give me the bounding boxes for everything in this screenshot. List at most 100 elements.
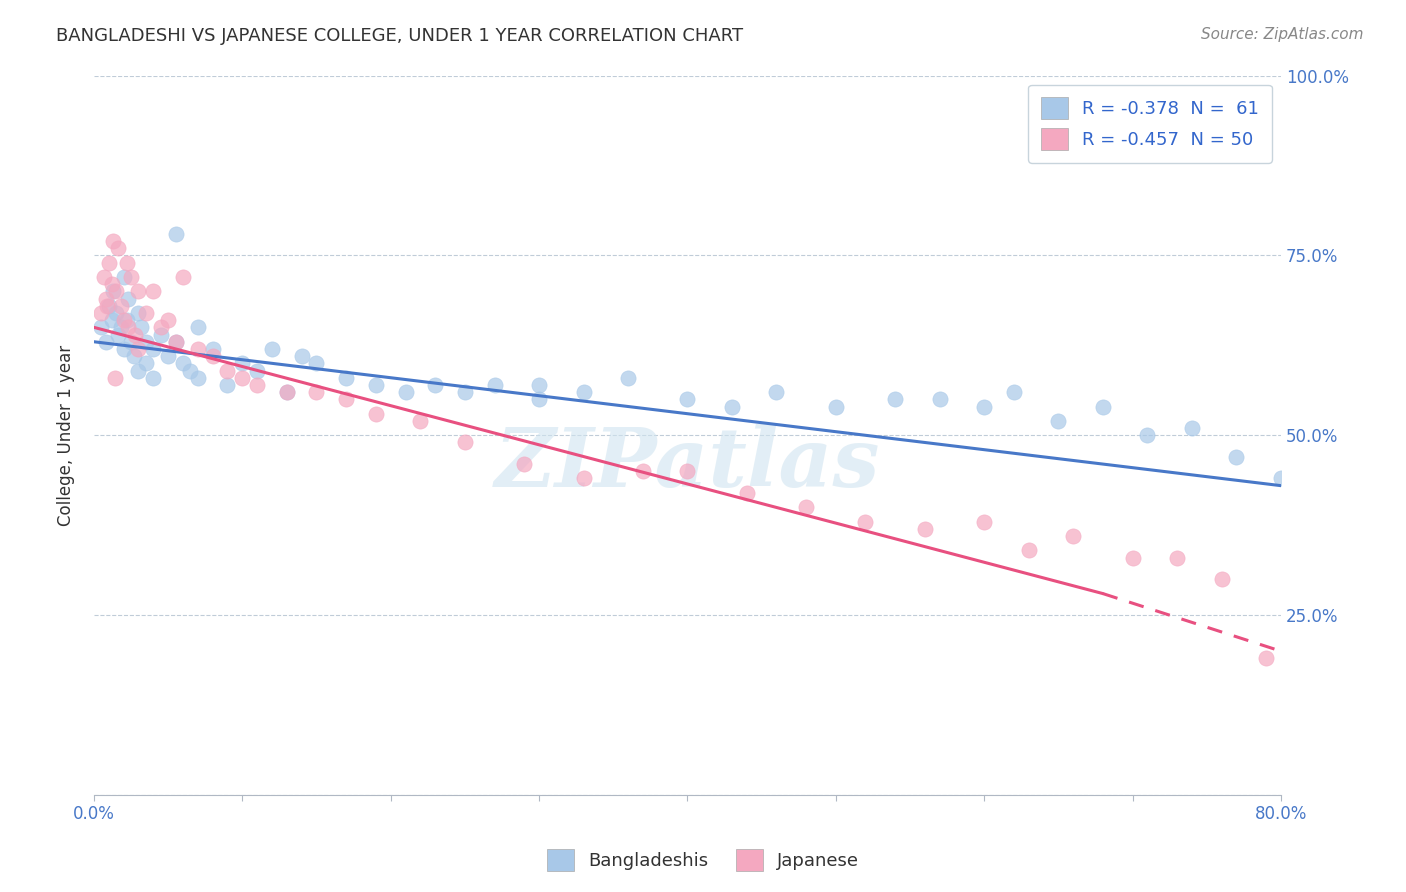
Point: [90, 320, 112, 334]
Text: ZIPatlas: ZIPatlas: [495, 424, 880, 504]
Point: [142, 285, 165, 299]
Point: [112, 313, 135, 327]
Point: [112, 270, 135, 285]
Point: [142, 370, 165, 384]
Point: [103, 234, 125, 248]
Point: [117, 320, 139, 334]
Point: [120, 334, 142, 349]
Point: [914, 522, 936, 536]
Point: [246, 363, 269, 377]
Point: [105, 306, 128, 320]
Point: [305, 385, 328, 400]
Point: [115, 313, 138, 327]
Point: [127, 306, 149, 320]
Point: [127, 363, 149, 377]
Point: [855, 515, 877, 529]
Point: [187, 370, 209, 384]
Point: [231, 356, 253, 370]
Point: [1256, 651, 1278, 665]
Point: [149, 320, 172, 334]
Point: [231, 370, 253, 384]
Point: [1225, 450, 1247, 464]
Point: [100, 313, 122, 327]
Point: [527, 392, 550, 407]
Point: [94, 334, 117, 349]
Point: [135, 334, 157, 349]
Point: [246, 378, 269, 392]
Point: [157, 349, 180, 363]
Point: [131, 320, 153, 334]
Point: [1002, 385, 1025, 400]
Point: [124, 327, 146, 342]
Point: [97, 299, 120, 313]
Point: [824, 400, 846, 414]
Point: [884, 392, 907, 407]
Point: [260, 342, 283, 356]
Point: [107, 327, 129, 342]
Point: [527, 378, 550, 392]
Point: [135, 356, 157, 370]
Point: [425, 378, 447, 392]
Point: [187, 320, 209, 334]
Point: [165, 227, 187, 241]
Point: [484, 378, 506, 392]
Point: [93, 270, 115, 285]
Point: [572, 385, 595, 400]
Point: [127, 342, 149, 356]
Point: [335, 392, 357, 407]
Point: [973, 515, 995, 529]
Point: [172, 356, 194, 370]
Point: [409, 414, 432, 428]
Point: [676, 392, 699, 407]
Point: [928, 392, 950, 407]
Point: [1181, 421, 1204, 435]
Point: [1062, 529, 1084, 543]
Point: [112, 342, 135, 356]
Point: [201, 342, 224, 356]
Point: [117, 292, 139, 306]
Point: [110, 320, 132, 334]
Point: [217, 363, 239, 377]
Point: [179, 363, 201, 377]
Point: [364, 407, 387, 421]
Point: [513, 457, 536, 471]
Point: [735, 486, 758, 500]
Point: [1122, 550, 1144, 565]
Point: [617, 370, 640, 384]
Point: [305, 356, 328, 370]
Point: [149, 327, 172, 342]
Point: [90, 306, 112, 320]
Point: [187, 342, 209, 356]
Point: [276, 385, 298, 400]
Point: [201, 349, 224, 363]
Point: [96, 299, 118, 313]
Point: [1166, 550, 1188, 565]
Point: [122, 349, 145, 363]
Point: [165, 334, 187, 349]
Text: BANGLADESHI VS JAPANESE COLLEGE, UNDER 1 YEAR CORRELATION CHART: BANGLADESHI VS JAPANESE COLLEGE, UNDER 1…: [56, 27, 744, 45]
Point: [1091, 400, 1114, 414]
Point: [172, 270, 194, 285]
Point: [973, 400, 995, 414]
Point: [142, 342, 165, 356]
Point: [97, 255, 120, 269]
Point: [572, 471, 595, 485]
Point: [1211, 572, 1233, 586]
Point: [110, 299, 132, 313]
Legend: R = -0.378  N =  61, R = -0.457  N = 50: R = -0.378 N = 61, R = -0.457 N = 50: [1028, 85, 1272, 163]
Point: [103, 285, 125, 299]
Point: [104, 370, 127, 384]
Point: [1136, 428, 1159, 442]
Point: [364, 378, 387, 392]
Point: [100, 277, 122, 292]
Point: [765, 385, 787, 400]
Point: [291, 349, 314, 363]
Point: [335, 370, 357, 384]
Point: [135, 306, 157, 320]
Point: [115, 255, 138, 269]
Point: [1018, 543, 1040, 558]
Legend: Bangladeshis, Japanese: Bangladeshis, Japanese: [540, 842, 866, 879]
Point: [217, 378, 239, 392]
Point: [276, 385, 298, 400]
Point: [107, 241, 129, 255]
